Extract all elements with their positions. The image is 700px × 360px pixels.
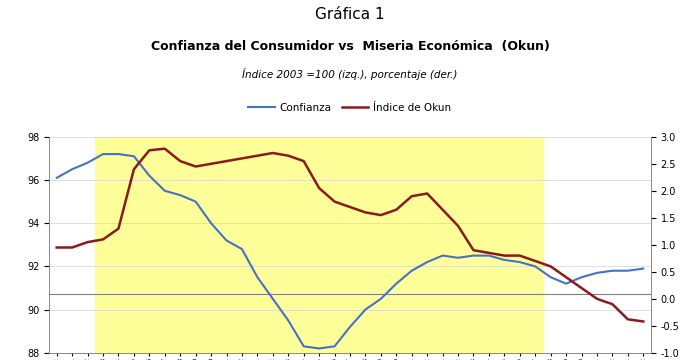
Text: Índice 2003 =100 (izq.), porcentaje (der.): Índice 2003 =100 (izq.), porcentaje (der… (242, 68, 458, 80)
Bar (312, 137, 543, 353)
Text: Gráfica 1: Gráfica 1 (315, 7, 385, 22)
Bar (95, 137, 312, 353)
Text: Confianza del Consumidor vs  Miseria Económica  (Okun): Confianza del Consumidor vs Miseria Econ… (150, 40, 550, 53)
Legend: Confianza, Índice de Okun: Confianza, Índice de Okun (244, 99, 456, 117)
